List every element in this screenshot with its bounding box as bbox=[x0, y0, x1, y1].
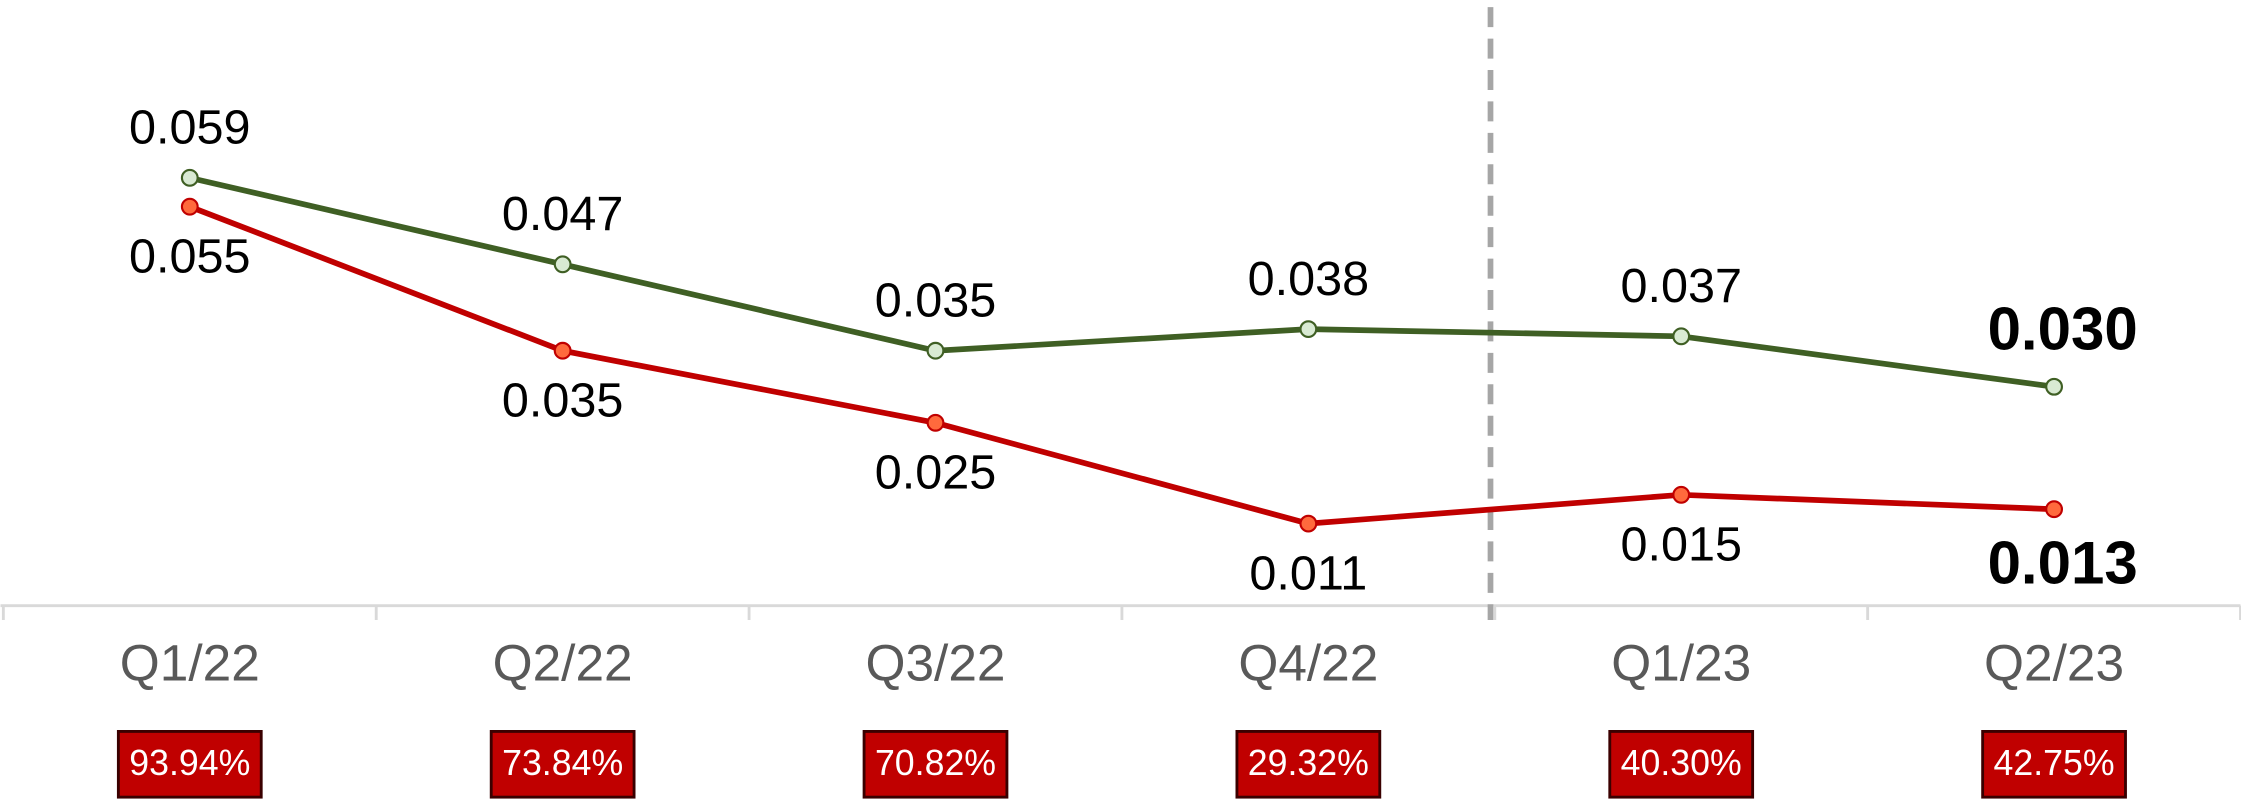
data-label: 0.037 bbox=[1620, 259, 1742, 313]
series-line bbox=[188, 203, 2055, 527]
x-tick-label: Q2/22 bbox=[493, 634, 633, 692]
marker bbox=[2045, 500, 2063, 519]
marker bbox=[1299, 514, 1318, 533]
annotation-box bbox=[116, 730, 263, 799]
marker bbox=[553, 341, 572, 360]
x-tick-label: Q2/23 bbox=[1984, 634, 2124, 692]
marker bbox=[1672, 485, 1691, 504]
data-label: 0.013 bbox=[1988, 530, 2138, 597]
annotation-label: 73.84% bbox=[502, 743, 623, 783]
marker bbox=[1672, 327, 1691, 346]
marker bbox=[553, 255, 572, 274]
x-tick-label: Q1/23 bbox=[1611, 634, 1751, 692]
x-tick-label: Q3/22 bbox=[865, 634, 1005, 692]
data-label: 0.025 bbox=[875, 445, 997, 499]
annotation-box bbox=[1981, 730, 2127, 799]
annotation-box bbox=[862, 730, 1009, 799]
series-line bbox=[189, 175, 2055, 390]
data-label: 0.047 bbox=[502, 187, 624, 241]
data-label: 0.030 bbox=[1988, 296, 2138, 363]
marker bbox=[2045, 377, 2063, 396]
marker bbox=[180, 197, 199, 216]
data-label: 0.035 bbox=[875, 273, 997, 327]
x-tick-label: Q4/22 bbox=[1238, 634, 1378, 692]
annotation-label: 70.82% bbox=[875, 743, 996, 783]
data-label: 0.055 bbox=[129, 229, 251, 283]
marker bbox=[180, 168, 199, 187]
data-label: 0.011 bbox=[1249, 546, 1367, 600]
data-label: 0.035 bbox=[502, 373, 624, 427]
annotation-box bbox=[489, 730, 636, 799]
annotation-label: 29.32% bbox=[1248, 743, 1369, 783]
annotation-label: 42.75% bbox=[1994, 743, 2115, 783]
marker bbox=[926, 413, 945, 432]
x-tick-label: Q1/22 bbox=[120, 634, 260, 692]
data-label: 0.059 bbox=[129, 101, 251, 155]
annotation-box bbox=[1608, 730, 1755, 799]
annotation-label: 40.30% bbox=[1621, 743, 1742, 783]
annotation-box bbox=[1235, 730, 1382, 799]
data-label: 0.038 bbox=[1248, 252, 1370, 306]
marker bbox=[926, 341, 945, 360]
annotation-label: 93.94% bbox=[129, 743, 250, 783]
marker bbox=[1299, 320, 1318, 339]
data-label: 0.015 bbox=[1620, 517, 1742, 571]
